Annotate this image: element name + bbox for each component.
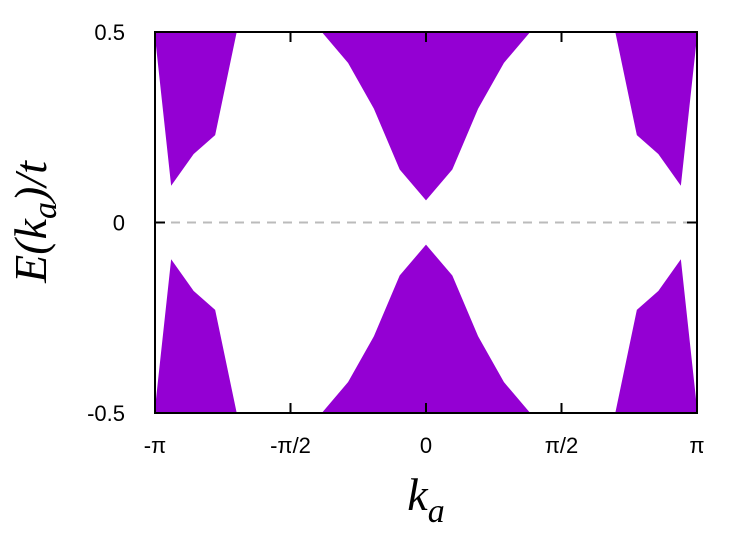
x-axis-title-subscript: a [428, 493, 445, 530]
y-tick-label: -0.5 [87, 401, 125, 426]
x-axis-title-main: k [407, 469, 429, 520]
y-axis-title-suffix: )/t [5, 160, 56, 205]
ticks-group: -π -π/2 0 π/2 π -0.5 0 0.5 [87, 20, 705, 458]
y-axis-title-prefix: E(k [5, 217, 56, 283]
y-axis-title-subscript: a [27, 202, 64, 219]
x-tick-label: -π/2 [270, 433, 311, 458]
x-tick-label: 0 [420, 433, 432, 458]
x-tick-label: π/2 [545, 433, 579, 458]
x-tick-label: -π [144, 433, 167, 458]
y-tick-label: 0 [113, 211, 125, 236]
x-tick-label: π [689, 433, 704, 458]
y-tick-label: 0.5 [94, 20, 125, 45]
x-axis-title: ka [407, 469, 444, 530]
y-axis-title: E(ka)/t [5, 160, 64, 284]
